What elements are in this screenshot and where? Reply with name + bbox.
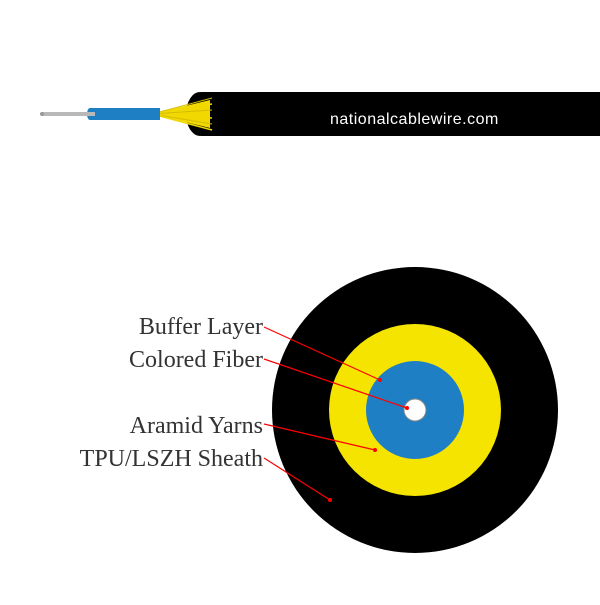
labels: Buffer Layer Colored Fiber Aramid Yarns … bbox=[80, 314, 263, 472]
watermark-text: nationalcablewire.com bbox=[330, 111, 499, 128]
fiber-core bbox=[42, 112, 95, 116]
aramid-strands bbox=[152, 98, 212, 130]
cross-section bbox=[272, 267, 558, 553]
label-buffer: Buffer Layer bbox=[139, 314, 263, 340]
label-aramid: Aramid Yarns bbox=[130, 413, 263, 439]
label-sheath: TPU/LSZH Sheath bbox=[80, 446, 263, 472]
cable-side-view bbox=[40, 92, 600, 136]
buffer-tube bbox=[90, 108, 160, 120]
label-fiber: Colored Fiber bbox=[129, 347, 263, 373]
layer-fiber bbox=[404, 399, 426, 421]
